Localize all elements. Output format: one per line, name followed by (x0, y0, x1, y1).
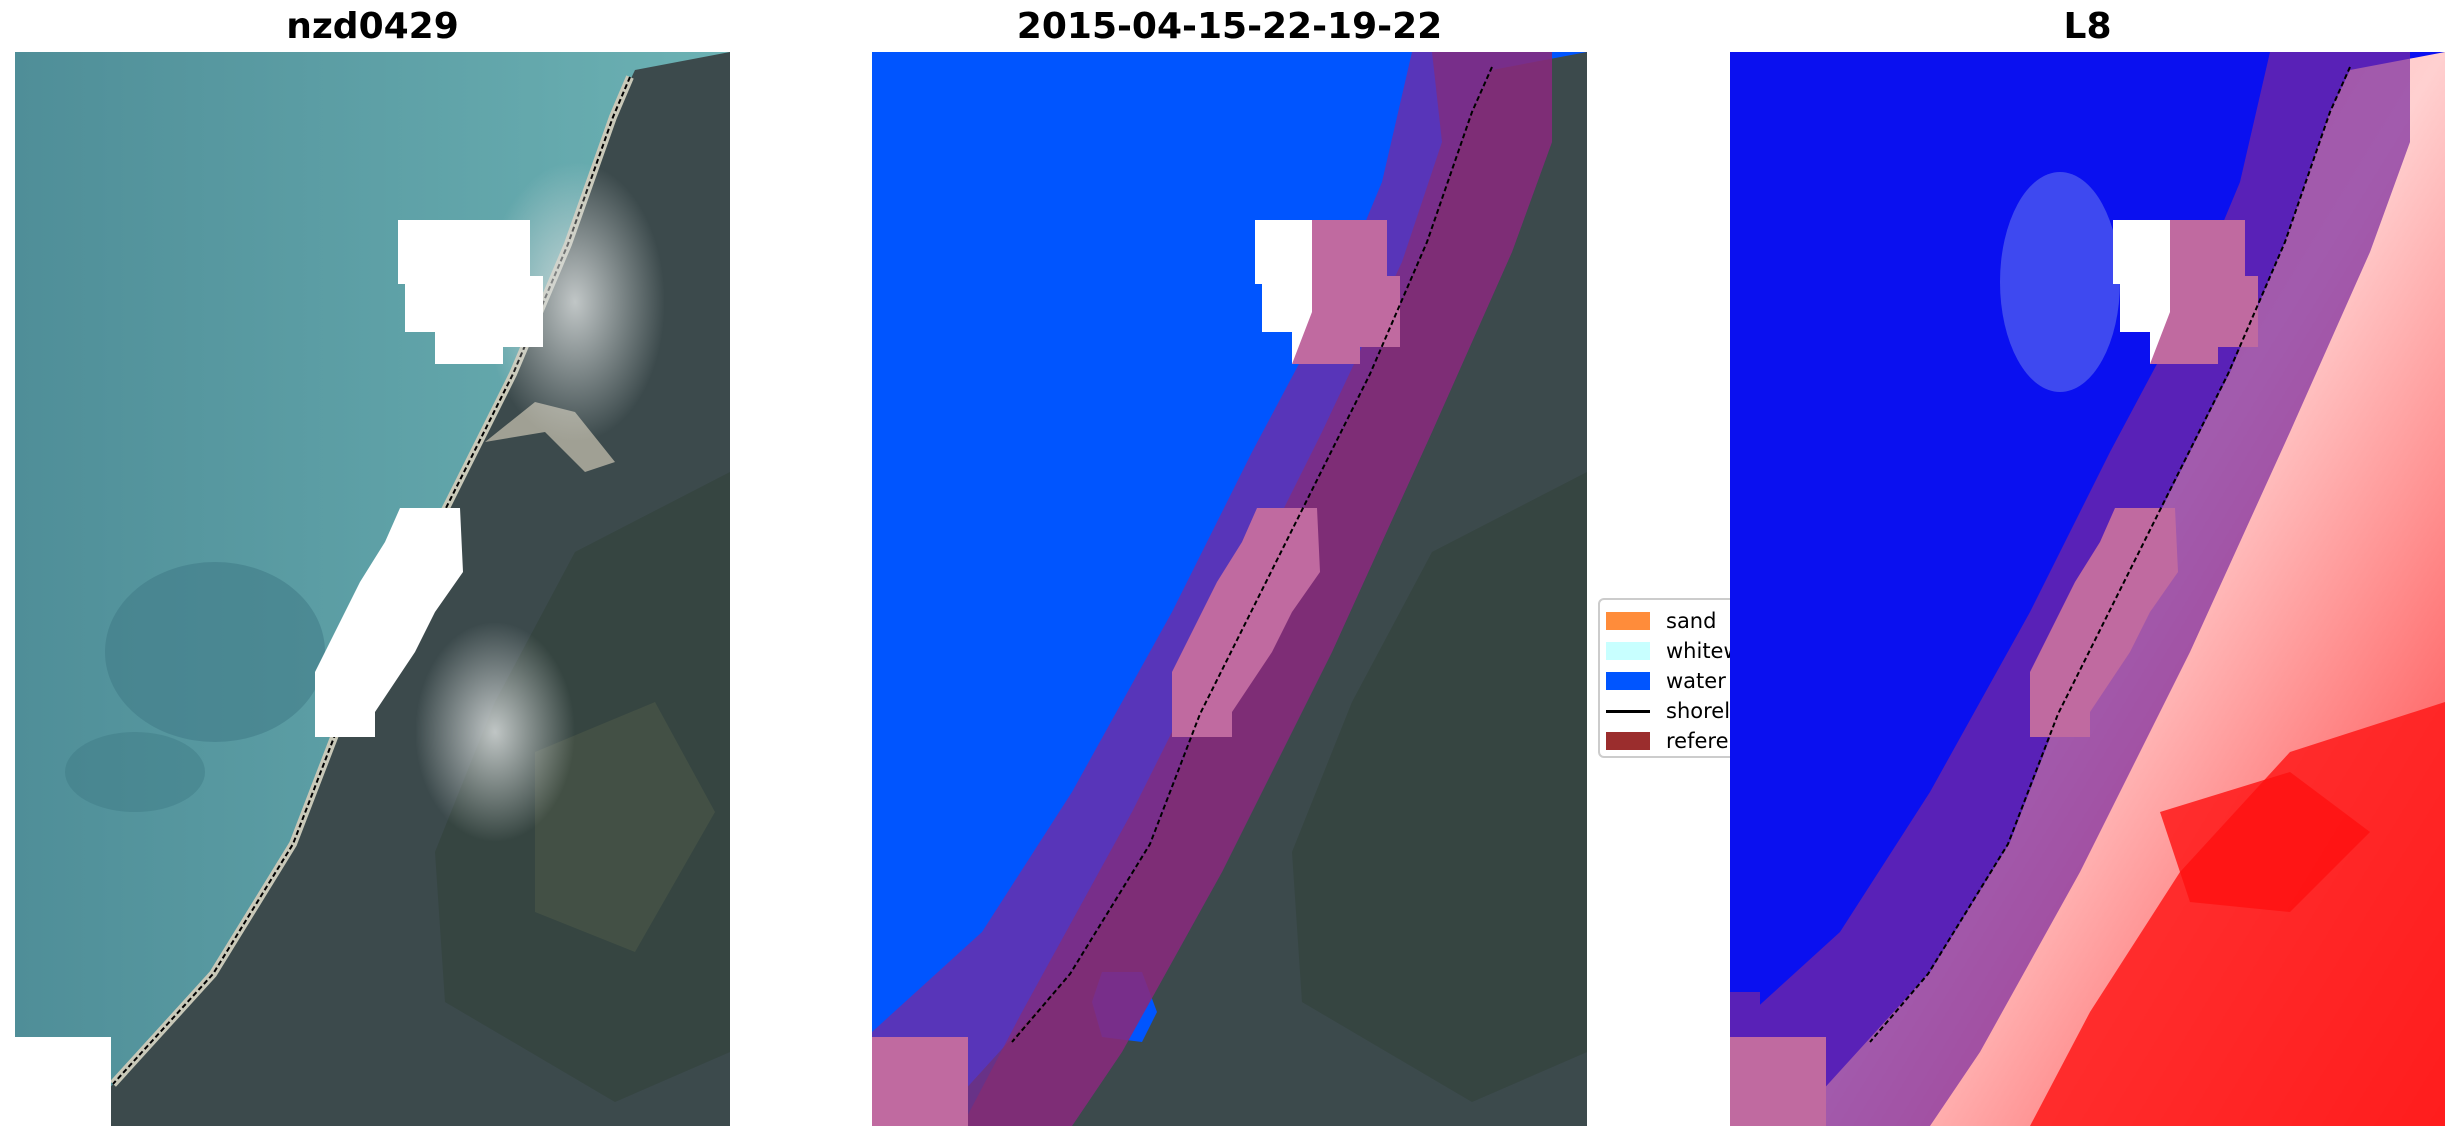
cloud-mask (315, 508, 463, 737)
shoreline-line (1011, 66, 1493, 1043)
rgb-image (15, 52, 730, 1126)
sand-swatch (1606, 612, 1650, 630)
panel-title-index: L8 (2063, 6, 2112, 47)
index-panel (1730, 52, 2445, 1126)
cloud-mask-overlay (872, 1037, 968, 1126)
panel-title-classification: 2015-04-15-22-19-22 (1016, 6, 1443, 47)
legend-label: water (1666, 669, 1726, 693)
legend-item-sand: sand (1606, 608, 1716, 634)
index-panel-edge-image (1730, 52, 1760, 1126)
shoreline-line (1869, 66, 2351, 1043)
shoreline-line (112, 76, 631, 1085)
whitewater-swatch (1606, 642, 1650, 660)
classification-image (872, 52, 1587, 1126)
reference-swatch (1606, 732, 1650, 750)
cloud-mask-overlay (1292, 220, 1400, 364)
rgb-image-panel (15, 52, 730, 1126)
shoreline-swatch (1606, 709, 1650, 713)
cloud-mask (398, 220, 543, 364)
index-panel-edge (1730, 52, 1760, 1126)
index-image (1730, 52, 2445, 1126)
cloud-mask (15, 1037, 111, 1126)
legend-item-water: water (1606, 668, 1726, 694)
water-swatch (1606, 672, 1650, 690)
panel-title-rgb: nzd0429 (286, 6, 459, 47)
legend-label: sand (1666, 609, 1717, 633)
cloud-mask-overlay (2150, 220, 2258, 364)
classification-panel (872, 52, 1587, 1126)
